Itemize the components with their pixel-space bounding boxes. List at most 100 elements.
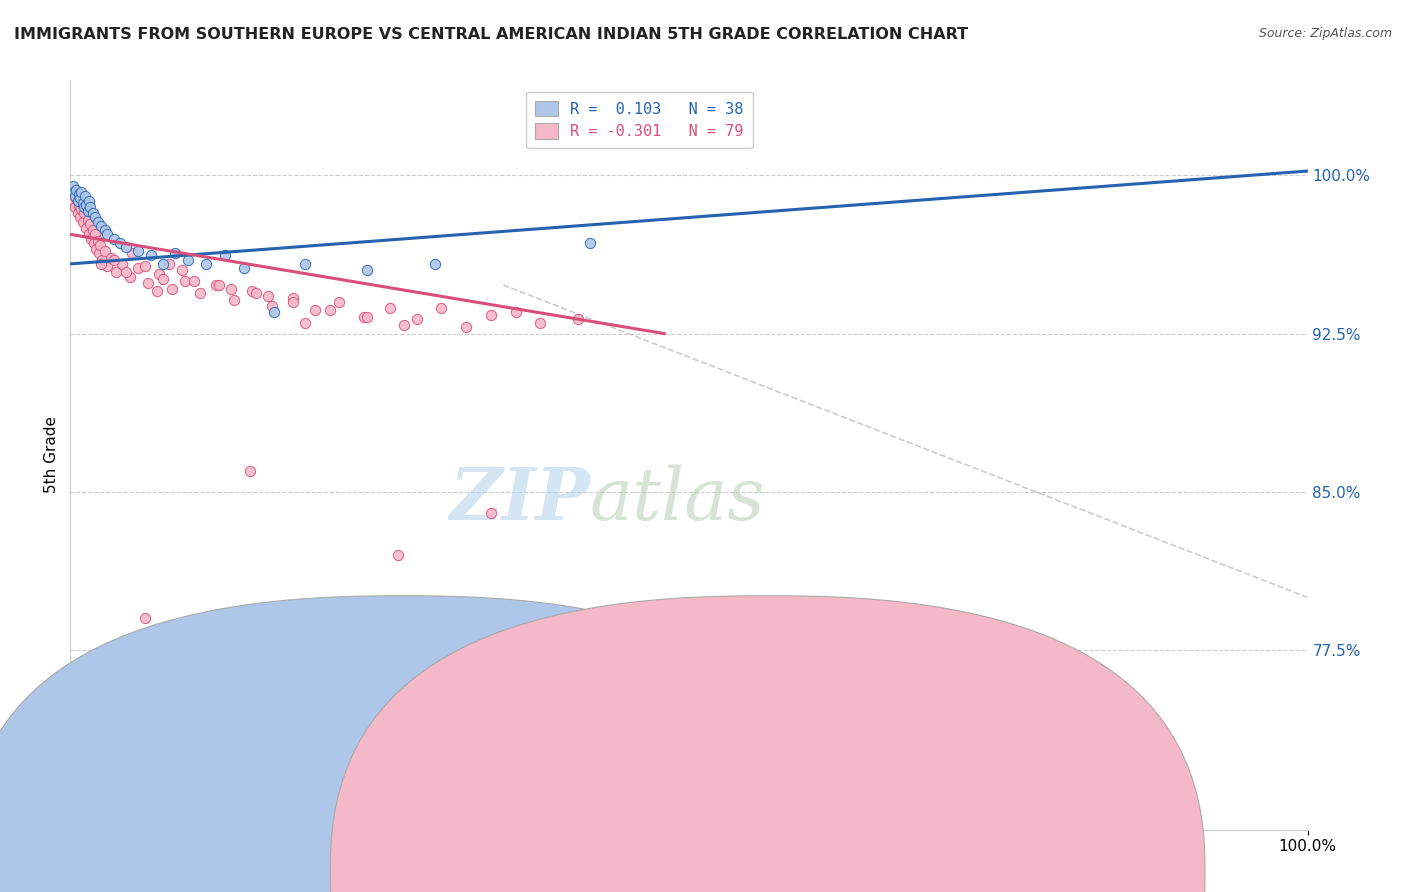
Point <box>479 506 502 520</box>
Point <box>60 183 83 197</box>
Point <box>146 285 169 299</box>
Point <box>65 192 87 206</box>
Point <box>83 235 105 250</box>
Point <box>405 311 427 326</box>
Point <box>245 286 267 301</box>
Point <box>121 246 143 260</box>
Point <box>152 271 174 285</box>
Point <box>505 305 527 319</box>
Point <box>529 316 551 330</box>
Point <box>304 303 326 318</box>
Point <box>127 261 149 276</box>
Point <box>208 278 231 293</box>
Point <box>94 223 117 237</box>
Point <box>387 548 409 562</box>
Point <box>67 187 90 202</box>
Point <box>87 246 110 260</box>
Point <box>70 202 93 216</box>
Point <box>136 276 159 290</box>
Legend: R =  0.103   N = 38, R = -0.301   N = 79: R = 0.103 N = 38, R = -0.301 N = 79 <box>526 92 752 148</box>
Point <box>79 217 101 231</box>
Point <box>222 293 245 307</box>
Point <box>288 801 311 815</box>
Point <box>205 278 228 293</box>
Point <box>456 320 478 334</box>
Point <box>65 183 87 197</box>
Point <box>86 215 108 229</box>
Point <box>90 219 112 233</box>
Point <box>134 259 156 273</box>
Point <box>195 257 218 271</box>
Point <box>430 301 453 316</box>
Point <box>73 206 96 220</box>
Point <box>263 305 285 319</box>
Point <box>378 301 401 316</box>
Point <box>62 178 84 193</box>
Point <box>170 263 193 277</box>
Text: IMMIGRANTS FROM SOUTHERN EUROPE VS CENTRAL AMERICAN INDIAN 5TH GRADE CORRELATION: IMMIGRANTS FROM SOUTHERN EUROPE VS CENTR… <box>14 27 969 42</box>
Point <box>90 257 112 271</box>
Point <box>134 611 156 625</box>
Point <box>73 200 96 214</box>
Point <box>77 227 100 242</box>
Point <box>394 318 416 332</box>
Point <box>108 235 131 250</box>
Point <box>72 195 94 210</box>
Text: Source: ZipAtlas.com: Source: ZipAtlas.com <box>1258 27 1392 40</box>
Point <box>188 286 211 301</box>
Point <box>75 200 97 214</box>
Point <box>160 282 183 296</box>
Point <box>240 285 263 299</box>
Point <box>319 303 342 318</box>
Point <box>183 274 205 288</box>
Point <box>66 206 89 220</box>
Point <box>139 248 162 262</box>
Point <box>214 248 236 262</box>
Point <box>152 257 174 271</box>
Point <box>75 221 97 235</box>
Point <box>75 198 97 212</box>
Point <box>294 257 316 271</box>
Y-axis label: 5th Grade: 5th Grade <box>44 417 59 493</box>
Point <box>72 215 94 229</box>
Point <box>84 227 107 242</box>
Point <box>94 244 117 259</box>
Point <box>353 310 375 324</box>
Point <box>84 211 107 225</box>
Point <box>157 257 180 271</box>
Point <box>356 310 378 324</box>
Point <box>356 263 378 277</box>
Point <box>103 231 125 245</box>
Point <box>579 235 602 250</box>
Point <box>115 265 138 279</box>
Point <box>62 194 84 208</box>
Point <box>425 257 447 271</box>
Point <box>257 288 280 302</box>
Point <box>63 187 86 202</box>
Text: Immigrants from Southern Europe: Immigrants from Southern Europe <box>429 865 690 880</box>
Point <box>105 265 128 279</box>
Point <box>91 252 114 267</box>
Point <box>65 189 87 203</box>
Point <box>86 234 108 248</box>
Point <box>82 223 104 237</box>
Point <box>65 200 87 214</box>
Point <box>96 227 118 242</box>
Point <box>239 464 262 478</box>
Point <box>63 185 86 199</box>
Point <box>394 665 416 679</box>
Point <box>80 231 103 245</box>
Text: ZIP: ZIP <box>449 465 591 535</box>
Point <box>79 200 101 214</box>
Point <box>260 299 283 313</box>
Point <box>84 242 107 256</box>
Point <box>567 311 589 326</box>
Point <box>66 194 89 208</box>
Point <box>67 198 90 212</box>
Point <box>281 294 304 309</box>
Point <box>479 308 502 322</box>
Point <box>148 268 170 282</box>
Point <box>70 185 93 199</box>
Point <box>165 246 187 260</box>
Point <box>89 238 111 252</box>
